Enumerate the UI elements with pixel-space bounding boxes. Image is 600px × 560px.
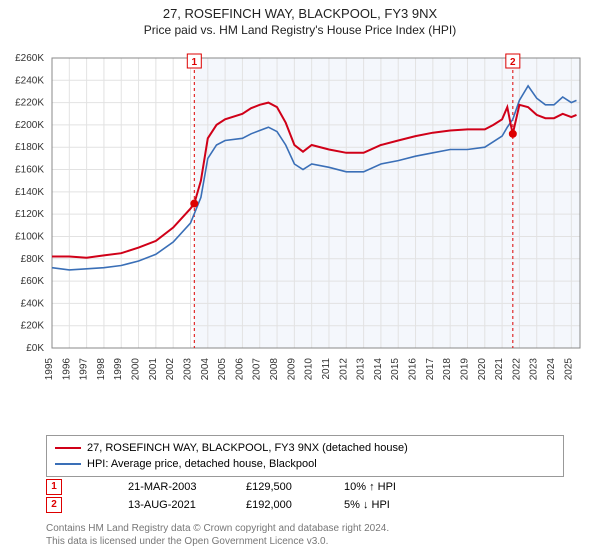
svg-text:2023: 2023 — [529, 358, 540, 381]
chart: £0K£20K£40K£60K£80K£100K£120K£140K£160K£… — [46, 48, 586, 400]
svg-text:2021: 2021 — [494, 358, 505, 381]
svg-text:2016: 2016 — [408, 358, 419, 381]
svg-text:£240K: £240K — [15, 75, 44, 86]
chart-title-line1: 27, ROSEFINCH WAY, BLACKPOOL, FY3 9NX — [0, 6, 600, 21]
svg-text:2: 2 — [510, 57, 516, 68]
svg-text:2022: 2022 — [511, 358, 522, 381]
svg-text:£260K: £260K — [15, 53, 44, 64]
svg-text:2003: 2003 — [182, 358, 193, 381]
record-delta-2: 5% ↓ HPI — [344, 496, 390, 514]
record-date-1: 21-MAR-2003 — [128, 478, 228, 496]
legend-swatch-1 — [55, 447, 81, 449]
svg-text:£200K: £200K — [15, 120, 44, 131]
footer-line2: This data is licensed under the Open Gov… — [46, 535, 566, 548]
svg-text:£180K: £180K — [15, 142, 44, 153]
svg-text:1998: 1998 — [96, 358, 107, 381]
svg-text:2007: 2007 — [252, 358, 263, 381]
svg-text:2008: 2008 — [269, 358, 280, 381]
footer: Contains HM Land Registry data © Crown c… — [46, 522, 566, 548]
svg-text:2025: 2025 — [563, 358, 574, 381]
legend-label-2: HPI: Average price, detached house, Blac… — [87, 456, 317, 472]
svg-text:£220K: £220K — [15, 98, 44, 109]
record-marker-2: 2 — [46, 497, 62, 513]
chart-title-line2: Price paid vs. HM Land Registry's House … — [0, 23, 600, 37]
svg-text:2001: 2001 — [148, 358, 159, 381]
svg-text:2004: 2004 — [200, 358, 211, 381]
svg-text:1999: 1999 — [113, 358, 124, 381]
svg-text:2017: 2017 — [425, 358, 436, 381]
svg-text:2012: 2012 — [338, 358, 349, 381]
svg-text:2014: 2014 — [373, 358, 384, 381]
record-price-2: £192,000 — [246, 496, 326, 514]
svg-text:£20K: £20K — [21, 321, 45, 332]
svg-text:£100K: £100K — [15, 231, 44, 242]
svg-text:1997: 1997 — [79, 358, 90, 381]
legend: 27, ROSEFINCH WAY, BLACKPOOL, FY3 9NX (d… — [46, 435, 564, 477]
svg-text:2013: 2013 — [356, 358, 367, 381]
svg-text:2009: 2009 — [286, 358, 297, 381]
record-delta-1: 10% ↑ HPI — [344, 478, 396, 496]
svg-text:£160K: £160K — [15, 165, 44, 176]
svg-text:£60K: £60K — [21, 276, 45, 287]
svg-text:2011: 2011 — [321, 358, 332, 380]
svg-text:£40K: £40K — [21, 298, 45, 309]
svg-text:1996: 1996 — [61, 358, 72, 381]
svg-text:2006: 2006 — [234, 358, 245, 381]
svg-text:2018: 2018 — [442, 358, 453, 381]
legend-swatch-2 — [55, 463, 81, 465]
svg-text:2010: 2010 — [304, 358, 315, 381]
svg-text:£120K: £120K — [15, 209, 44, 220]
svg-text:1: 1 — [192, 57, 198, 68]
legend-label-1: 27, ROSEFINCH WAY, BLACKPOOL, FY3 9NX (d… — [87, 440, 408, 456]
footer-line1: Contains HM Land Registry data © Crown c… — [46, 522, 566, 535]
svg-text:£80K: £80K — [21, 254, 45, 265]
svg-text:2015: 2015 — [390, 358, 401, 381]
svg-text:£0K: £0K — [26, 343, 44, 354]
svg-text:2000: 2000 — [131, 358, 142, 381]
svg-text:2020: 2020 — [477, 358, 488, 381]
svg-text:2002: 2002 — [165, 358, 176, 381]
record-marker-1: 1 — [46, 479, 62, 495]
svg-text:2024: 2024 — [546, 358, 557, 381]
svg-text:£140K: £140K — [15, 187, 44, 198]
sale-records: 1 21-MAR-2003 £129,500 10% ↑ HPI 2 13-AU… — [46, 478, 566, 514]
svg-text:2019: 2019 — [459, 358, 470, 381]
svg-text:1995: 1995 — [44, 358, 55, 381]
record-price-1: £129,500 — [246, 478, 326, 496]
record-date-2: 13-AUG-2021 — [128, 496, 228, 514]
svg-text:2005: 2005 — [217, 358, 228, 381]
